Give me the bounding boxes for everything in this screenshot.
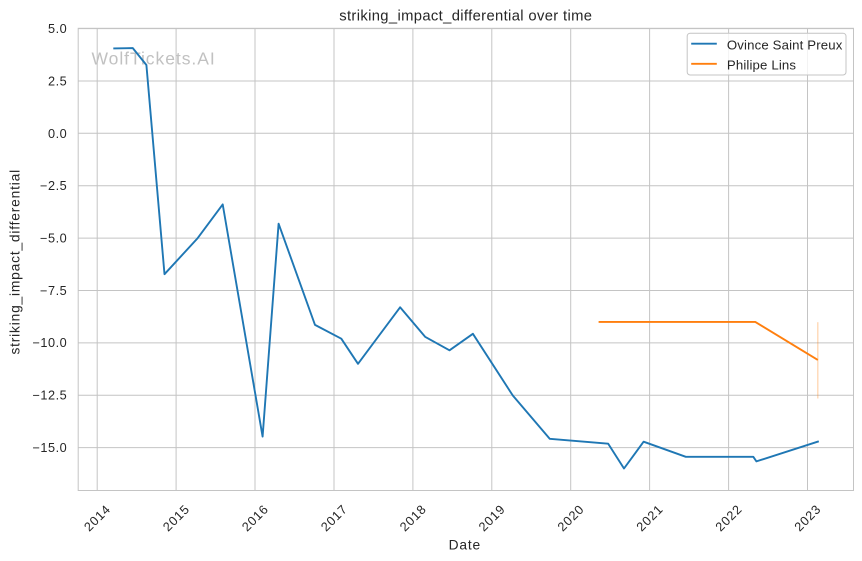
svg-text:0.0: 0.0 bbox=[48, 127, 67, 141]
svg-text:−10.0: −10.0 bbox=[32, 336, 67, 350]
svg-text:Ovince Saint Preux: Ovince Saint Preux bbox=[727, 37, 843, 52]
svg-text:−2.5: −2.5 bbox=[40, 179, 67, 193]
svg-text:Date: Date bbox=[449, 537, 481, 552]
svg-text:5.0: 5.0 bbox=[48, 22, 67, 36]
svg-text:striking_impact_differential o: striking_impact_differential over time bbox=[339, 8, 592, 24]
svg-text:WolfTickets.AI: WolfTickets.AI bbox=[92, 48, 216, 68]
svg-text:Philipe Lins: Philipe Lins bbox=[727, 58, 797, 73]
svg-text:−12.5: −12.5 bbox=[32, 389, 67, 403]
svg-text:−7.5: −7.5 bbox=[40, 284, 67, 298]
svg-text:2.5: 2.5 bbox=[48, 74, 67, 88]
svg-text:striking_impact_differential: striking_impact_differential bbox=[8, 169, 23, 355]
svg-text:−15.0: −15.0 bbox=[32, 441, 67, 455]
svg-text:−5.0: −5.0 bbox=[40, 232, 67, 246]
